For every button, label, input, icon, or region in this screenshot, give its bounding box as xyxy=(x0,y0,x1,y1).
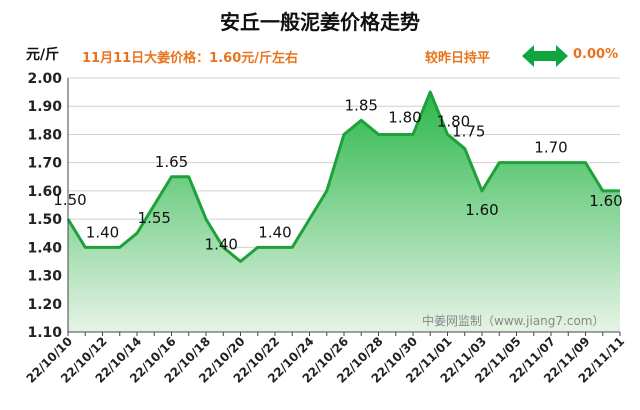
change-percent: 0.00% xyxy=(573,47,619,62)
axes xyxy=(67,78,621,336)
y-axis-unit: 元/斤 xyxy=(26,47,60,63)
area-series xyxy=(66,90,620,332)
y-tick-label: 1.80 xyxy=(27,127,62,143)
y-tick-label: 1.10 xyxy=(27,325,62,341)
data-label: 1.75 xyxy=(452,123,485,141)
data-label: 1.65 xyxy=(155,153,188,171)
data-label: 1.80 xyxy=(437,112,470,130)
data-label: 1.55 xyxy=(138,209,171,227)
data-label: 1.70 xyxy=(534,139,567,157)
price-headline: 11月11日大姜价格：1.60元/斤左右 xyxy=(82,51,299,66)
data-labels: 1.501.401.551.651.401.401.851.80 1.801.75… xyxy=(53,96,622,253)
data-label: 1.85 xyxy=(345,96,378,114)
y-tick-label: 2.00 xyxy=(27,71,62,87)
chart-title: 安丘一般泥姜价格走势 xyxy=(220,10,420,34)
x-tick-labels: 22/10/1022/10/1222/10/1422/10/1622/10/18… xyxy=(24,334,628,386)
data-label: 1.40 xyxy=(258,223,291,241)
watermark: 中姜网监制（www.jiang7.com） xyxy=(422,314,605,328)
data-label: 1.60 xyxy=(465,201,498,219)
data-label: 1.40 xyxy=(205,235,238,253)
y-tick-label: 1.70 xyxy=(27,156,62,172)
y-tick-labels: 1.10 1.20 1.30 1.40 1.50 1.60 1.70 1.80 1.90 2.00 xyxy=(27,71,62,341)
double-arrow-icon xyxy=(522,45,568,67)
y-tick-label: 1.20 xyxy=(27,297,62,313)
data-label: 1.40 xyxy=(86,223,119,241)
data-label: 1.60 xyxy=(589,192,622,210)
y-tick-label: 1.50 xyxy=(27,212,62,228)
y-tick-label: 1.60 xyxy=(27,184,62,200)
y-tick-label: 1.40 xyxy=(27,240,62,256)
series-line xyxy=(66,90,620,263)
y-tick-label: 1.30 xyxy=(27,269,62,285)
data-label: 1.80 xyxy=(388,108,421,126)
area-fill xyxy=(68,92,620,332)
y-tick-label: 1.90 xyxy=(27,99,62,115)
data-label: 1.50 xyxy=(53,191,86,209)
compare-text: 较昨日持平 xyxy=(425,51,491,66)
